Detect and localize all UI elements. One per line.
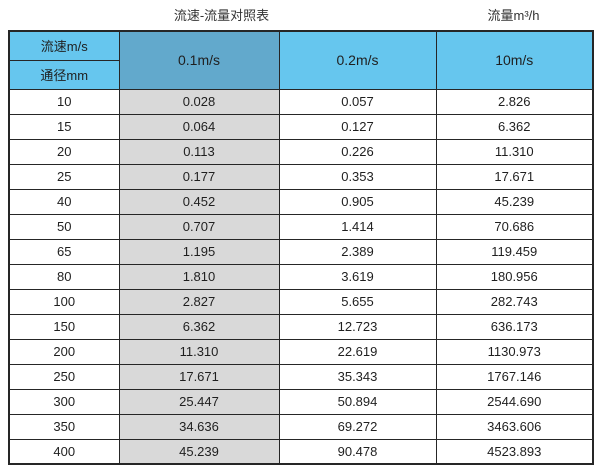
flow-value-0-2ms: 69.272 [278, 413, 437, 440]
diameter-cell: 200 [8, 338, 120, 365]
diameter-cell: 250 [8, 363, 120, 390]
flow-value-0-1ms: 0.177 [118, 163, 280, 190]
velocity-header-cell: 流速m/s [8, 30, 120, 61]
flow-value-10ms: 119.459 [435, 238, 594, 265]
flow-value-10ms: 70.686 [435, 213, 594, 240]
flow-rate-table: 流速m/s 0.1m/s 0.2m/s 10m/s 通径mm 10 0.028 0.… [8, 30, 594, 465]
flow-unit-label: 流量m³/h [487, 7, 540, 23]
flow-value-0-2ms: 0.353 [278, 163, 437, 190]
flow-value-0-2ms: 0.057 [278, 88, 437, 115]
table-row: 150 6.362 12.723 636.173 [8, 313, 594, 340]
flow-value-10ms: 180.956 [435, 263, 594, 290]
flow-value-0-2ms: 0.226 [278, 138, 437, 165]
diameter-header-cell: 通径mm [8, 59, 120, 90]
table-row: 350 34.636 69.272 3463.606 [8, 413, 594, 440]
flow-value-0-1ms: 1.810 [118, 263, 280, 290]
flow-value-0-1ms: 17.671 [118, 363, 280, 390]
flow-value-10ms: 17.671 [435, 163, 594, 190]
table-row: 25 0.177 0.353 17.671 [8, 163, 594, 190]
diameter-cell: 150 [8, 313, 120, 340]
flow-value-0-1ms: 25.447 [118, 388, 280, 415]
column-header-0-1ms: 0.1m/s [118, 30, 280, 90]
column-header-10ms: 10m/s [435, 30, 594, 90]
flow-value-10ms: 11.310 [435, 138, 594, 165]
flow-value-0-1ms: 0.113 [118, 138, 280, 165]
flow-value-10ms: 2544.690 [435, 388, 594, 415]
table-row: 20 0.113 0.226 11.310 [8, 138, 594, 165]
diameter-cell: 25 [8, 163, 120, 190]
flow-value-10ms: 636.173 [435, 313, 594, 340]
header-row-velocity: 流速m/s 0.1m/s 0.2m/s 10m/s [8, 30, 594, 90]
flow-value-10ms: 3463.606 [435, 413, 594, 440]
flow-value-10ms: 6.362 [435, 113, 594, 140]
flow-value-0-1ms: 6.362 [118, 313, 280, 340]
flow-value-0-1ms: 45.239 [118, 438, 280, 465]
diameter-cell: 15 [8, 113, 120, 140]
table-header: 流速m/s 0.1m/s 0.2m/s 10m/s 通径mm [8, 30, 594, 90]
table-body: 10 0.028 0.057 2.826 15 0.064 0.127 6.362 20 0.11… [8, 88, 594, 465]
column-header-0-2ms: 0.2m/s [278, 30, 437, 90]
flow-value-10ms: 1130.973 [435, 338, 594, 365]
flow-value-0-1ms: 34.636 [118, 413, 280, 440]
diameter-cell: 10 [8, 88, 120, 115]
flow-value-0-2ms: 12.723 [278, 313, 437, 340]
diameter-cell: 80 [8, 263, 120, 290]
flow-value-0-2ms: 0.905 [278, 188, 437, 215]
flow-value-10ms: 2.826 [435, 88, 594, 115]
table-row: 50 0.707 1.414 70.686 [8, 213, 594, 240]
table-row: 400 45.239 90.478 4523.893 [8, 438, 594, 465]
table-row: 100 2.827 5.655 282.743 [8, 288, 594, 315]
flow-value-0-2ms: 35.343 [278, 363, 437, 390]
diameter-cell: 50 [8, 213, 120, 240]
flow-value-0-1ms: 0.452 [118, 188, 280, 215]
flow-value-0-1ms: 0.028 [118, 88, 280, 115]
diameter-cell: 65 [8, 238, 120, 265]
diameter-cell: 350 [8, 413, 120, 440]
table-title: 流速-流量对照表 [173, 7, 270, 23]
table-row: 300 25.447 50.894 2544.690 [8, 388, 594, 415]
flow-value-0-2ms: 50.894 [278, 388, 437, 415]
flow-value-0-1ms: 2.827 [118, 288, 280, 315]
flow-value-10ms: 45.239 [435, 188, 594, 215]
flow-value-10ms: 282.743 [435, 288, 594, 315]
table-row: 40 0.452 0.905 45.239 [8, 188, 594, 215]
table-row: 250 17.671 35.343 1767.146 [8, 363, 594, 390]
flow-value-0-2ms: 22.619 [278, 338, 437, 365]
flow-value-0-2ms: 90.478 [278, 438, 437, 465]
flow-value-10ms: 4523.893 [435, 438, 594, 465]
table-row: 200 11.310 22.619 1130.973 [8, 338, 594, 365]
flow-value-0-1ms: 0.707 [118, 213, 280, 240]
diameter-cell: 100 [8, 288, 120, 315]
flow-value-0-2ms: 1.414 [278, 213, 437, 240]
header-row-diameter: 通径mm [8, 59, 593, 90]
diameter-cell: 20 [8, 138, 120, 165]
diameter-cell: 400 [8, 438, 120, 465]
titles-row: 流速-流量对照表 流量m³/h [0, 0, 600, 28]
flow-value-0-2ms: 2.389 [278, 238, 437, 265]
table-row: 15 0.064 0.127 6.362 [8, 113, 594, 140]
table-row: 65 1.195 2.389 119.459 [8, 238, 594, 265]
flow-value-0-1ms: 1.195 [118, 238, 280, 265]
flow-value-0-1ms: 0.064 [118, 113, 280, 140]
flow-value-0-1ms: 11.310 [118, 338, 280, 365]
flow-value-0-2ms: 3.619 [278, 263, 437, 290]
flow-value-10ms: 1767.146 [435, 363, 594, 390]
table-row: 10 0.028 0.057 2.826 [8, 88, 594, 115]
table-row: 80 1.810 3.619 180.956 [8, 263, 594, 290]
flow-value-0-2ms: 0.127 [278, 113, 437, 140]
diameter-cell: 40 [8, 188, 120, 215]
flow-value-0-2ms: 5.655 [278, 288, 437, 315]
diameter-cell: 300 [8, 388, 120, 415]
